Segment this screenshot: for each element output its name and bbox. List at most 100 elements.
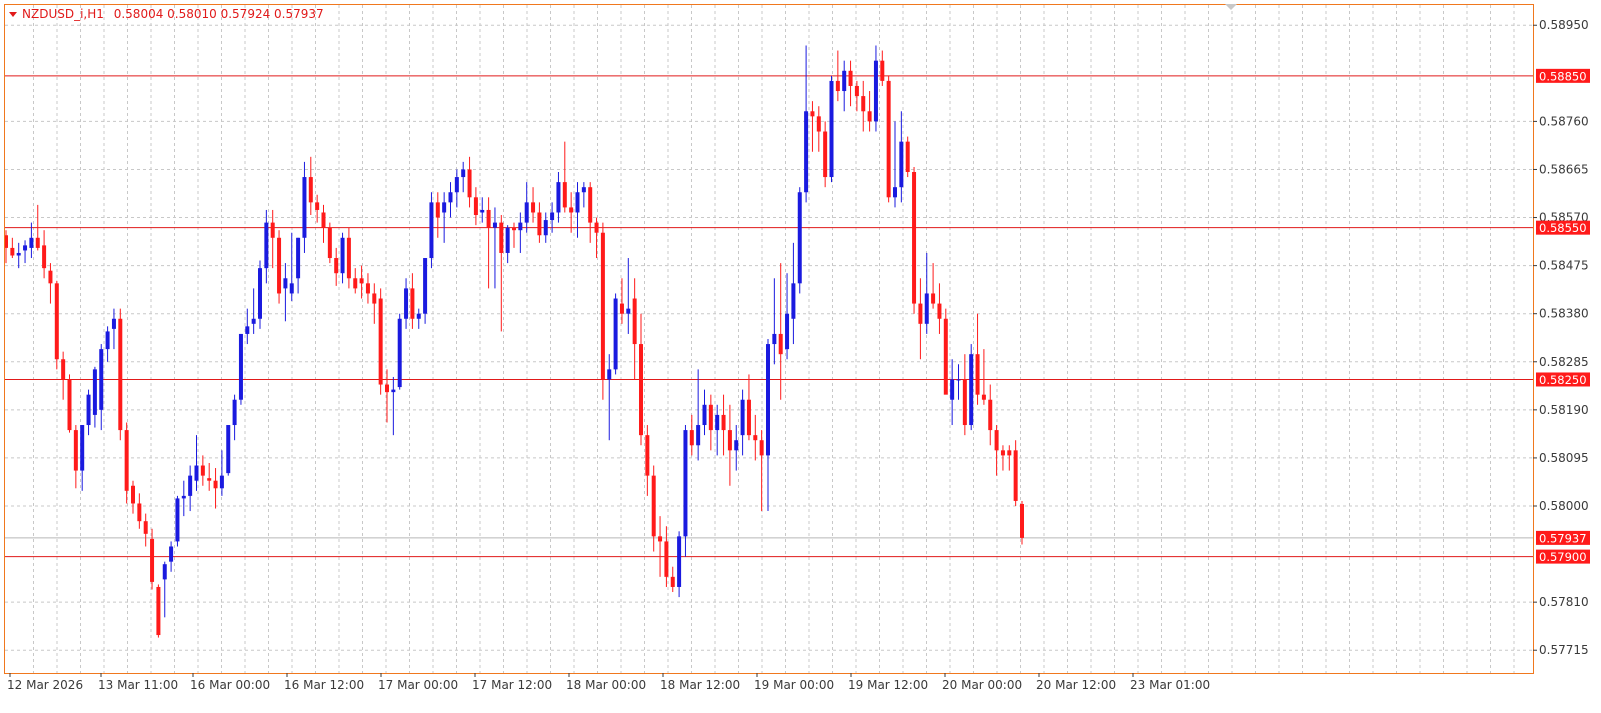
candle-body — [480, 209, 485, 213]
bull-candle — [581, 182, 586, 208]
bull-candle — [105, 326, 110, 362]
candle-body — [423, 258, 428, 314]
bear-candle — [918, 278, 923, 360]
candle-body — [950, 379, 955, 400]
candle-body — [353, 278, 358, 289]
candle-body — [594, 222, 599, 233]
candle-body — [556, 182, 561, 213]
menu-triangle-icon[interactable] — [9, 12, 17, 17]
level-price-tag — [1536, 220, 1590, 235]
candle-body — [766, 344, 770, 456]
bull-candle — [924, 252, 929, 334]
time-tick-label: 20 Mar 00:00 — [942, 678, 1022, 692]
bear-candle — [10, 237, 15, 259]
candle-body — [505, 227, 510, 253]
candle-body — [131, 485, 135, 504]
candle-body — [454, 177, 459, 193]
bull-candle — [251, 288, 256, 334]
candle-body — [943, 318, 948, 395]
bull-candle — [448, 182, 453, 218]
bear-candle — [937, 283, 942, 334]
ohlc-readout: 0.58004 0.58010 0.57924 0.57937 — [114, 7, 324, 21]
bull-candle — [791, 242, 796, 345]
bear-candle — [150, 528, 155, 590]
candle-body — [1000, 450, 1005, 456]
bear-candle — [35, 204, 40, 251]
candle-body — [67, 379, 72, 431]
candle-body — [873, 60, 878, 122]
candle-body — [893, 187, 897, 198]
candle-body — [988, 399, 993, 431]
bear-candle — [912, 166, 917, 314]
bull-candle — [677, 531, 682, 598]
bear-candle — [473, 187, 478, 226]
bull-candle — [226, 425, 231, 476]
candle-body — [302, 177, 307, 238]
candle-body — [702, 404, 707, 426]
candle-body — [512, 227, 516, 231]
bear-candle — [61, 351, 66, 400]
candle-body — [734, 440, 739, 451]
bear-candle — [207, 462, 212, 491]
bull-candle — [423, 258, 428, 324]
price-tick-label: 0.58475 — [1539, 259, 1589, 273]
bull-candle — [613, 293, 618, 375]
candle-body — [880, 60, 885, 81]
candle-body — [550, 212, 555, 221]
candle-body — [499, 222, 504, 253]
candle-body — [270, 222, 275, 238]
candle-body — [308, 177, 313, 203]
bull-candle — [188, 465, 193, 512]
bear-candle — [562, 141, 567, 213]
candle-body — [759, 440, 764, 456]
candle-body — [886, 80, 891, 198]
bear-candle — [854, 80, 859, 112]
bear-candle — [943, 308, 948, 395]
price-tick-label: 0.58190 — [1539, 403, 1589, 417]
bull-candle — [194, 435, 199, 491]
candle-body — [600, 232, 605, 380]
candle-body — [651, 475, 656, 537]
candle-body — [994, 430, 999, 451]
candle-body — [213, 480, 218, 489]
bull-candle — [969, 344, 974, 431]
bear-candle — [658, 516, 663, 577]
candle-body — [251, 318, 256, 324]
bull-candle — [899, 111, 904, 203]
bear-candle — [867, 91, 872, 132]
candle-body — [486, 209, 491, 228]
bull-candle — [518, 212, 523, 253]
candle-body — [867, 111, 872, 122]
candle-body — [524, 202, 529, 223]
candle-body — [327, 227, 332, 259]
candle-body — [54, 283, 59, 360]
candle-body — [588, 187, 593, 223]
candle-body — [708, 404, 713, 431]
candle-body — [746, 399, 751, 436]
candle-body — [645, 435, 650, 476]
bull-candle — [404, 278, 409, 329]
bear-candle — [4, 230, 8, 264]
bull-candle — [99, 344, 104, 431]
time-tick-label: 17 Mar 12:00 — [472, 678, 552, 692]
candle-body — [162, 564, 167, 580]
bear-candle — [334, 247, 339, 286]
candle-body — [86, 394, 91, 426]
bear-candle — [886, 75, 891, 203]
price-tick-label: 0.58285 — [1539, 355, 1589, 369]
price-tick-label: 0.58000 — [1539, 499, 1589, 513]
candle-body — [931, 293, 936, 304]
candle-body — [962, 379, 967, 426]
bear-candle — [200, 455, 205, 486]
bear-candle — [54, 280, 59, 370]
candle-body — [289, 283, 294, 294]
candle-body — [16, 252, 21, 256]
bear-candle — [981, 349, 986, 405]
scroll-shift-marker[interactable] — [1225, 4, 1237, 10]
candle-body — [816, 116, 821, 132]
symbol-label: NZDUSD_i,H1 — [22, 7, 104, 21]
candle-body — [365, 283, 370, 294]
candle-body — [829, 80, 834, 178]
candles — [4, 45, 1024, 638]
